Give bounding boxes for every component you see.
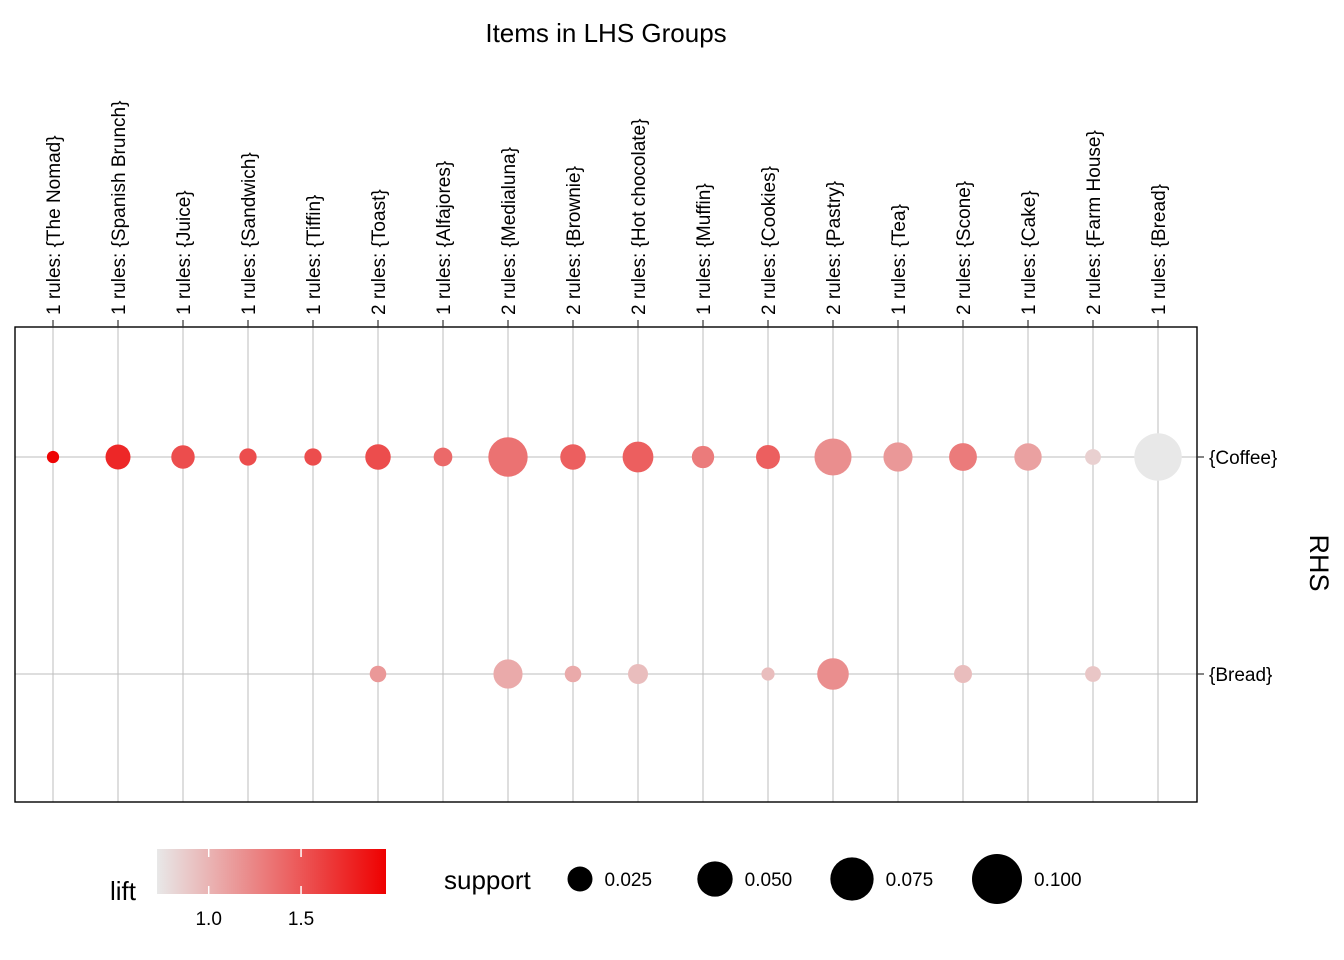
data-point	[369, 665, 387, 683]
data-point	[365, 444, 391, 470]
lift-legend: lift 1.0 1.5	[110, 849, 386, 930]
data-point	[953, 664, 973, 684]
row-ticks	[1197, 456, 1204, 675]
column-label: 2 rules: {Cookies}	[759, 166, 780, 315]
data-points	[46, 433, 1182, 690]
column-label: 2 rules: {Hot chocolate}	[629, 119, 650, 315]
support-legend: support 0.025 0.050 0.075 0.100	[444, 854, 1082, 904]
column-label: 1 rules: {Alfajores}	[434, 161, 455, 315]
data-point	[304, 448, 322, 466]
support-legend-label: 0.075	[886, 870, 934, 891]
data-point	[1134, 433, 1182, 481]
lift-tick-label: 1.0	[195, 909, 221, 930]
column-label: 2 rules: {Farm House}	[1084, 130, 1105, 315]
column-label: 1 rules: {Spanish Brunch}	[109, 101, 130, 315]
data-point	[756, 445, 780, 469]
column-labels: 1 rules: {The Nomad} 1 rules: {Spanish Br…	[44, 101, 1170, 315]
support-legend-label: 0.100	[1034, 870, 1082, 891]
data-point	[814, 438, 852, 476]
plot-panel	[14, 326, 1198, 803]
lift-colorbar	[157, 849, 386, 894]
column-label: 2 rules: {Brownie}	[564, 166, 585, 315]
column-label: 2 rules: {Scone}	[954, 181, 975, 315]
support-legend-label: 0.025	[605, 870, 653, 891]
data-point	[433, 447, 453, 467]
row-labels: {Coffee} {Bread}	[1209, 448, 1277, 686]
column-label: 1 rules: {The Nomad}	[44, 135, 65, 315]
support-legend-key	[830, 857, 874, 901]
column-label: 2 rules: {Pastry}	[824, 181, 845, 315]
row-gridlines	[15, 456, 1197, 675]
column-label: 1 rules: {Tiffin}	[304, 195, 325, 315]
y-axis-title: RHS	[1304, 534, 1334, 591]
data-point	[761, 667, 775, 681]
column-label: 2 rules: {Toast}	[369, 189, 390, 315]
column-label: 1 rules: {Cake}	[1019, 190, 1040, 315]
data-point	[488, 437, 528, 477]
data-point	[883, 442, 913, 472]
data-point	[817, 658, 849, 690]
column-label: 1 rules: {Sandwich}	[239, 152, 260, 315]
data-point	[560, 444, 586, 470]
support-legend-key	[697, 861, 733, 897]
lift-legend-title: lift	[110, 876, 137, 906]
support-legend-key	[972, 854, 1022, 904]
support-legend-label: 0.050	[745, 870, 793, 891]
data-point	[493, 659, 523, 689]
data-point	[1085, 449, 1101, 465]
support-legend-items: 0.025 0.050 0.075 0.100	[567, 854, 1082, 904]
chart-title: Items in LHS Groups	[485, 18, 726, 48]
column-label: 1 rules: {Bread}	[1149, 184, 1170, 315]
data-point	[171, 445, 195, 469]
column-label: 1 rules: {Tea}	[889, 204, 910, 315]
column-gridlines	[52, 327, 1159, 802]
column-ticks	[52, 320, 1159, 327]
lift-tick-label: 1.5	[288, 909, 314, 930]
data-point	[691, 445, 715, 469]
lift-legend-ticks: 1.0 1.5	[195, 849, 314, 930]
data-point	[622, 441, 654, 473]
data-point	[46, 450, 60, 464]
data-point	[1085, 666, 1101, 682]
support-legend-title: support	[444, 865, 531, 895]
support-legend-key	[567, 866, 593, 892]
data-point	[105, 444, 131, 470]
data-point	[628, 664, 648, 684]
column-label: 1 rules: {Juice}	[174, 190, 195, 315]
data-point	[949, 443, 977, 471]
data-point	[1014, 443, 1042, 471]
data-point	[564, 665, 582, 683]
data-point	[239, 448, 257, 466]
column-label: 2 rules: {Medialuna}	[499, 147, 520, 315]
column-label: 1 rules: {Muffin}	[694, 183, 715, 315]
row-label: {Bread}	[1209, 665, 1272, 686]
row-label: {Coffee}	[1209, 448, 1277, 469]
